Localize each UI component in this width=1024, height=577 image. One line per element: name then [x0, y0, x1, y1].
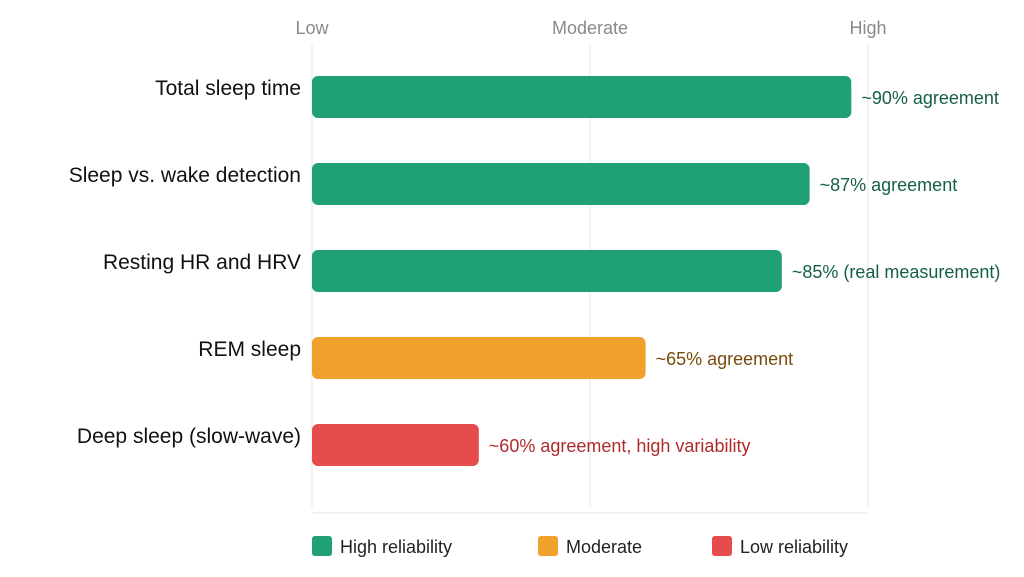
legend-label-moderate: Moderate	[566, 537, 642, 557]
category-label: Sleep vs. wake detection	[69, 164, 301, 187]
bar-low	[312, 424, 479, 466]
category-label: Resting HR and HRV	[103, 251, 301, 274]
bar-high	[312, 250, 782, 292]
tick-label-low: Low	[295, 18, 329, 38]
data-label: ~87% agreement	[820, 175, 958, 195]
legend-swatch-high	[312, 536, 332, 556]
legend-swatch-low	[712, 536, 732, 556]
category-label: Deep sleep (slow-wave)	[77, 425, 301, 448]
legend-label-high: High reliability	[340, 537, 452, 557]
data-label: ~60% agreement, high variability	[489, 436, 751, 456]
bar-high	[312, 163, 810, 205]
data-label: ~65% agreement	[656, 349, 794, 369]
x-axis-ticks: Low Moderate High	[295, 18, 886, 38]
bar-moderate	[312, 337, 646, 379]
legend-swatch-moderate	[538, 536, 558, 556]
data-label: ~90% agreement	[861, 88, 999, 108]
tick-label-high: High	[849, 18, 886, 38]
category-label: Total sleep time	[155, 77, 301, 100]
bar-high	[312, 76, 852, 118]
legend-label-low: Low reliability	[740, 537, 848, 557]
legend: High reliability Moderate Low reliability	[312, 536, 848, 557]
data-label: ~85% (real measurement)	[792, 262, 1001, 282]
bars: Total sleep time ~90% agreement Sleep vs. …	[69, 76, 1001, 466]
category-label: REM sleep	[198, 338, 301, 361]
tick-label-moderate: Moderate	[552, 18, 628, 38]
